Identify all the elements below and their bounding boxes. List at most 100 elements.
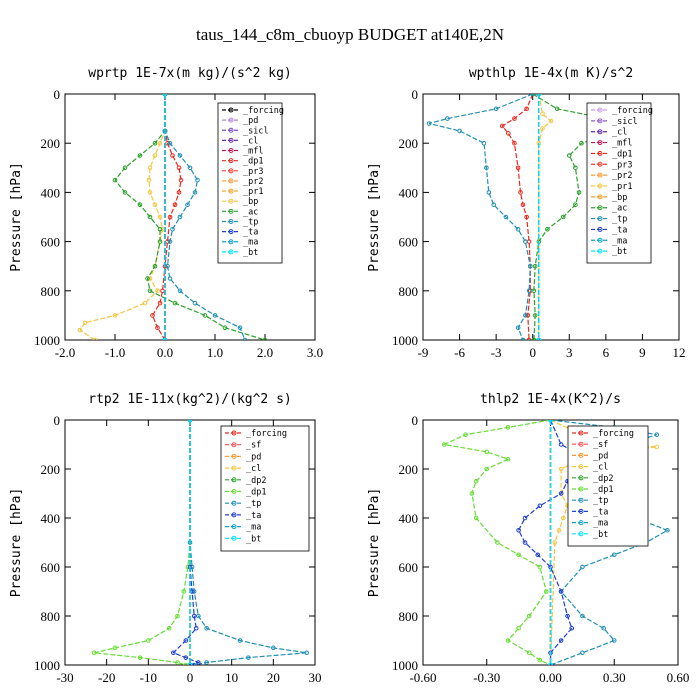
y-tick-label: 400 [399, 511, 419, 526]
legend-marker [597, 150, 603, 156]
data-point [165, 239, 170, 244]
data-point [155, 288, 160, 294]
legend-label: _cl [243, 136, 258, 146]
x-tick-label: 3.0 [307, 345, 323, 360]
data-point [576, 190, 582, 195]
data-point [522, 515, 528, 521]
legend-label: _pr3 [612, 160, 632, 170]
data-point [558, 589, 564, 594]
data-point [569, 625, 575, 631]
data-point [193, 625, 199, 631]
data-point [506, 131, 511, 136]
legend-marker [597, 226, 603, 232]
data-point [545, 227, 550, 232]
data-point [573, 202, 578, 207]
legend-marker [228, 198, 234, 204]
legend-marker [228, 178, 234, 184]
legend-marker [578, 441, 584, 447]
legend-marker [231, 500, 237, 506]
legend-label: _bt [243, 248, 258, 258]
data-point [246, 655, 251, 660]
panel-title: rtp2 1E-11x(kg^2)/(kg^2 s) [88, 392, 292, 407]
data-point [526, 650, 532, 656]
data-point [611, 552, 617, 558]
data-point [537, 503, 543, 509]
data-point [505, 456, 511, 462]
legend-label: _cl [612, 128, 627, 138]
x-tick-label: 30 [309, 670, 322, 685]
x-tick-label: 0.00 [539, 670, 562, 685]
legend-label: _ma [243, 238, 258, 248]
y-tick-label: 0 [54, 413, 61, 428]
series-line-tp [428, 94, 533, 340]
legend-marker [597, 248, 603, 254]
legend-marker [578, 464, 584, 470]
series-line-dp1 [94, 420, 191, 665]
legend-marker [578, 430, 584, 436]
data-point [516, 552, 521, 558]
series-group [426, 94, 651, 340]
x-tick-label: -0.30 [473, 670, 500, 685]
data-point [580, 564, 585, 570]
y-tick-label: 400 [41, 185, 61, 200]
legend-label: _tp [593, 496, 608, 506]
legend-marker [597, 161, 603, 167]
y-tick-label: 800 [399, 609, 419, 624]
legend-marker [597, 140, 603, 146]
data-point [611, 638, 617, 643]
data-point [516, 527, 521, 533]
legend-label: _dp1 [612, 149, 632, 159]
data-point [565, 613, 570, 619]
data-point [122, 165, 128, 171]
legend-marker [228, 117, 234, 123]
legend-label: _tp [612, 215, 627, 225]
plot-frame [64, 93, 316, 341]
data-point [167, 214, 173, 220]
data-point [165, 263, 170, 269]
x-tick-label: -2.0 [55, 345, 76, 360]
y-tick-label: 200 [399, 462, 419, 477]
legend-marker [228, 239, 234, 245]
data-point [112, 177, 118, 183]
y-tick-label: 400 [41, 511, 61, 526]
data-point [192, 300, 198, 306]
y-tick-label: 800 [399, 284, 419, 299]
data-point [187, 662, 193, 665]
data-point [499, 123, 505, 129]
legend-box [586, 102, 652, 264]
data-point [536, 337, 542, 340]
data-point [91, 650, 97, 656]
data-point [167, 239, 173, 244]
data-point [579, 140, 584, 146]
series-group [77, 94, 268, 340]
legend-label: _dp1 [593, 485, 613, 495]
data-point [150, 313, 155, 318]
legend: _forcing_sicl_cl_mfl_dp1_pr3_pr2_pr1_bp_… [586, 102, 653, 264]
x-tick-label: 3 [566, 345, 573, 360]
data-point [463, 432, 468, 438]
data-point [137, 655, 143, 660]
data-point [237, 325, 243, 331]
data-point [552, 540, 558, 545]
legend: _forcing_sf_pd_cl_dp2_dp1_tp_ta_ma_bt [567, 425, 649, 547]
data-point [601, 625, 606, 631]
legend-marker [228, 208, 234, 214]
y-tick-label: 200 [41, 462, 61, 477]
panel-2: wpthlp 1E-4x(m K)/s^2 Pressure [hPa] -9 -6 -… [367, 66, 686, 360]
y-axis-label: Pressure [hPa] [367, 162, 382, 272]
data-point [172, 300, 178, 306]
data-point [271, 645, 276, 651]
data-point [196, 613, 201, 619]
series-line-tp [189, 420, 307, 665]
legend: _forcing_sf_pd_cl_dp2_dp1_tp_ta_ma_bt [220, 425, 310, 552]
legend-marker [578, 475, 584, 481]
data-point [441, 442, 447, 447]
legend: _forcing_pd_sicl_cl_mfl_dp1_pr3_pr2_pr1_… [217, 102, 284, 264]
legend-label: _mfl [612, 139, 632, 149]
data-point [142, 300, 148, 306]
x-tick-label: -9 [418, 345, 429, 360]
legend-label: _forcing [593, 429, 634, 439]
data-point [212, 313, 218, 318]
legend-marker [228, 188, 234, 194]
